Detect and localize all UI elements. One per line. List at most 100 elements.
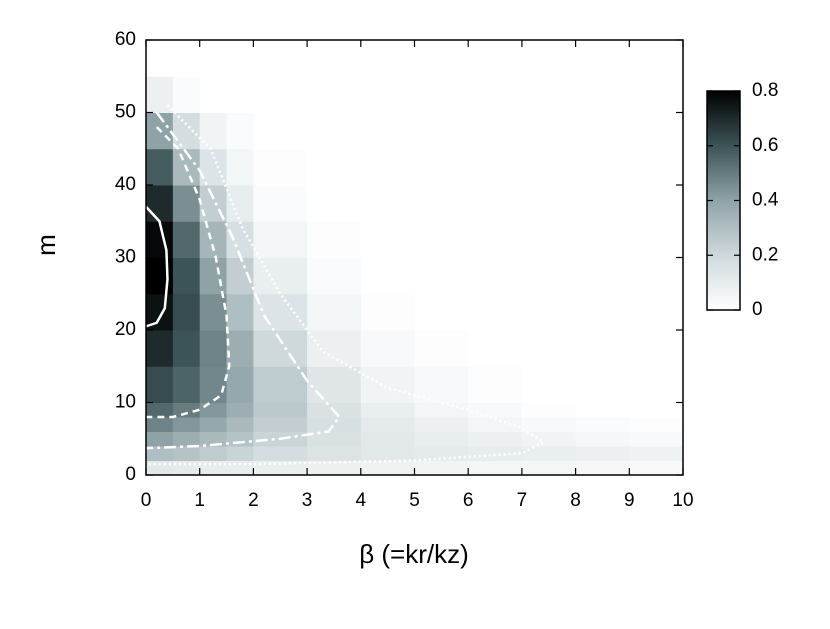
y-tick-label: 0 — [125, 464, 136, 485]
heat-cell — [414, 40, 469, 77]
heat-cell — [307, 417, 362, 432]
heat-cell — [468, 431, 523, 447]
heat-cell — [575, 148, 630, 186]
x-tick-label: 3 — [302, 490, 313, 511]
heat-cell — [360, 40, 415, 77]
heat-cell — [146, 76, 174, 113]
heat-cell — [199, 330, 228, 367]
heat-cell — [253, 76, 308, 113]
heat-cell — [253, 148, 308, 186]
heat-cell — [468, 402, 523, 418]
heat-cell — [575, 257, 630, 295]
heat-cell — [414, 330, 469, 367]
heat-cell — [172, 76, 201, 113]
heat-cell — [199, 148, 228, 186]
heat-cell — [629, 148, 684, 186]
heat-cell — [199, 221, 228, 258]
heat-cell — [199, 431, 228, 447]
heat-cell — [521, 417, 577, 432]
heat-cell — [414, 293, 469, 331]
heat-cell — [307, 257, 362, 295]
heat-cell — [575, 402, 630, 418]
heat-cell — [172, 330, 201, 367]
heat-cell — [307, 446, 362, 461]
heat-cell — [307, 40, 362, 77]
heat-cell — [414, 366, 469, 403]
heat-cell — [307, 185, 362, 222]
heat-cell — [226, 366, 254, 403]
heat-cell — [575, 293, 630, 331]
y-tick-label: 30 — [115, 247, 136, 268]
heat-cell — [146, 330, 174, 367]
x-tick-label: 1 — [194, 490, 205, 511]
heat-cell — [468, 446, 523, 461]
heat-cell — [226, 402, 254, 418]
x-tick-label: 2 — [248, 490, 259, 511]
heat-cell — [360, 330, 415, 367]
heat-cell — [360, 221, 415, 258]
x-tick-label: 9 — [624, 490, 635, 511]
heat-cell — [521, 431, 577, 447]
heat-cell — [468, 293, 523, 331]
heat-cell — [360, 112, 415, 150]
heat-cell — [575, 460, 630, 476]
heat-cell — [172, 293, 201, 331]
heat-cell — [521, 185, 577, 222]
heat-cell — [521, 366, 577, 403]
heat-cell — [253, 112, 308, 150]
heat-cell — [521, 330, 577, 367]
heat-cell — [146, 185, 174, 222]
heat-cell — [307, 148, 362, 186]
heat-cell — [414, 460, 469, 476]
heat-cell — [414, 112, 469, 150]
heat-cell — [199, 293, 228, 331]
heat-cell — [629, 330, 684, 367]
colorbar-tick-label: 0.2 — [752, 244, 778, 265]
heat-cell — [575, 446, 630, 461]
heat-cell — [199, 40, 228, 77]
heat-cell — [629, 431, 684, 447]
heat-cell — [307, 293, 362, 331]
heat-cell — [199, 112, 228, 150]
heat-cell — [172, 366, 201, 403]
heat-cell — [172, 112, 201, 150]
heat-cell — [307, 330, 362, 367]
heat-cell — [629, 257, 684, 295]
heat-cell — [521, 293, 577, 331]
heat-cell — [521, 402, 577, 418]
heat-cell — [253, 185, 308, 222]
heat-cell — [226, 417, 254, 432]
x-axis-title: β (=kr/kz) — [359, 539, 469, 569]
heat-cell — [629, 402, 684, 418]
heat-cell — [360, 293, 415, 331]
heat-cell — [629, 293, 684, 331]
heat-cell — [146, 417, 174, 432]
heat-cell — [360, 402, 415, 418]
contour-line — [145, 205, 169, 328]
heat-cell — [307, 431, 362, 447]
heat-cell — [468, 40, 523, 77]
heat-cell — [414, 76, 469, 113]
heat-cell — [172, 257, 201, 295]
heat-cell — [575, 330, 630, 367]
heat-cell — [253, 402, 308, 418]
heat-cell — [521, 446, 577, 461]
heat-cell — [575, 76, 630, 113]
heat-cell — [307, 460, 362, 476]
y-tick-label: 20 — [115, 319, 136, 340]
heat-cell — [629, 40, 684, 77]
contour-line — [146, 126, 231, 419]
heat-cell — [199, 402, 228, 418]
heat-cell — [575, 366, 630, 403]
heat-cell — [172, 417, 201, 432]
heat-cell — [226, 330, 254, 367]
y-tick-label: 10 — [115, 392, 136, 413]
heat-cell — [360, 257, 415, 295]
heat-cell — [226, 112, 254, 150]
heat-cell — [575, 185, 630, 222]
heat-cell — [468, 330, 523, 367]
heat-cell — [226, 293, 254, 331]
heat-cell — [226, 76, 254, 113]
heat-cell — [575, 221, 630, 258]
x-tick-label: 0 — [141, 490, 152, 511]
